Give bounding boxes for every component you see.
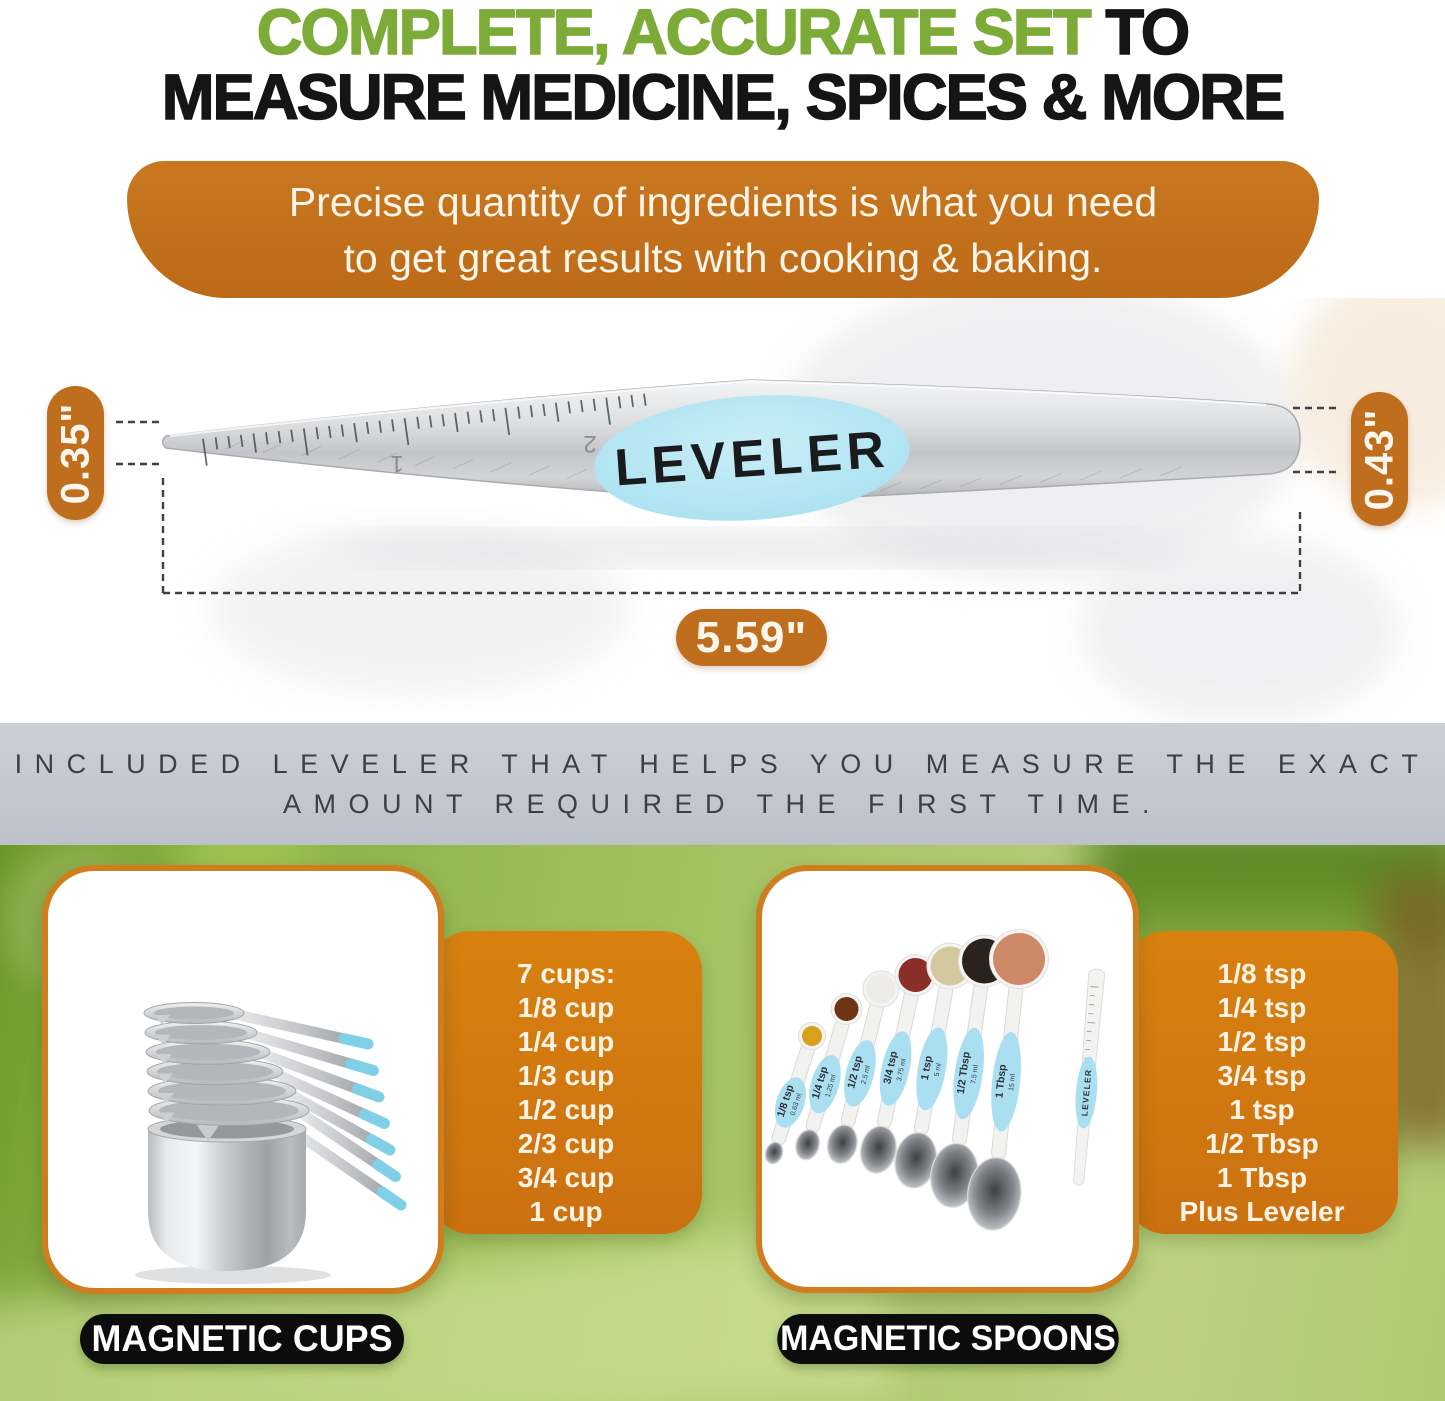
info-band: INCLUDED LEVELER THAT HELPS YOU MEASURE … — [0, 723, 1445, 845]
dimension-label-length: 5.59" — [676, 609, 827, 666]
list-item: 1 Tbsp — [1216, 1162, 1308, 1193]
subtitle-line1: Precise quantity of ingredients is what … — [288, 179, 1158, 225]
spice-fill — [993, 933, 1045, 985]
spice-fill — [898, 958, 933, 992]
ruler-number-1: 1 — [390, 450, 403, 477]
list-item: 1/4 tsp — [1217, 992, 1307, 1023]
leveler-label-oval — [594, 395, 910, 521]
spice-fill — [866, 974, 896, 1004]
spoons-list-panel: 1/8 tsp 1/4 tsp 1/2 tsp 3/4 tsp 1 tsp 1/2 Tbs… — [1126, 931, 1398, 1234]
list-item: 3/4 tsp — [1217, 1060, 1307, 1091]
list-item: 1 cup — [529, 1196, 603, 1227]
background-shadows — [210, 298, 1445, 723]
cups-illustration — [135, 1002, 407, 1284]
cups-card — [42, 865, 444, 1294]
subtitle-line2: to get great results with cooking & baki… — [343, 235, 1103, 281]
headline-line1: COMPLETE, ACCURATE SET TO — [7, 0, 1438, 65]
info-band-line2: AMOUNT REQUIRED THE FIRST TIME. — [282, 789, 1163, 819]
large-cup-body — [148, 1129, 306, 1271]
stacked-cup-rims — [143, 1002, 310, 1126]
page-title: COMPLETE, ACCURATE SET TO MEASURE MEDICI… — [7, 0, 1438, 130]
spice-fill — [802, 1026, 822, 1046]
cups-badge-label: MAGNETIC CUPS — [91, 1318, 393, 1359]
spoon-size-label: 1 tsp — [919, 1055, 935, 1081]
list-item: 1 tsp — [1229, 1094, 1295, 1125]
leveler-top-highlight — [169, 379, 1267, 438]
cup-handles — [228, 1008, 407, 1211]
spice-fill — [834, 997, 859, 1021]
list-item: 1/2 cup — [517, 1094, 615, 1125]
list-item: 3/4 cup — [517, 1162, 615, 1193]
headline-dark-text: TO — [1089, 0, 1191, 68]
mini-leveler: LEVELER — [1073, 968, 1106, 1186]
spoon-size-label: 1/2 Tbsp — [955, 1051, 973, 1095]
dimension-value-left: 0.35" — [53, 402, 98, 504]
spoon-size-label: 1 Tbsp — [993, 1064, 1008, 1099]
large-cup-spout — [194, 1121, 222, 1141]
spoon-ml-label: 5 ml — [934, 1062, 943, 1077]
spoons-badge: MAGNETIC SPOONS — [777, 1314, 1119, 1364]
subtitle-banner: Precise quantity of ingredients is what … — [127, 161, 1319, 298]
spoons-badge-label: MAGNETIC SPOONS — [780, 1319, 1116, 1358]
headline-green-text: COMPLETE, ACCURATE SET — [256, 0, 1092, 68]
dimension-label-left: 0.35" — [47, 386, 104, 520]
list-item: 1/8 cup — [517, 992, 615, 1023]
spoon-ml-label: 7.5 ml — [970, 1064, 980, 1084]
dimension-label-right: 0.43" — [1351, 392, 1408, 526]
dimension-value-right: 0.43" — [1357, 408, 1402, 510]
ruler-ticks — [202, 393, 647, 466]
mini-leveler-label: LEVELER — [1079, 1068, 1093, 1116]
info-band-line1: INCLUDED LEVELER THAT HELPS YOU MEASURE … — [14, 749, 1431, 779]
spoon-ml-label: 2.5 ml — [861, 1064, 873, 1085]
ruler-number-2: 2 — [583, 430, 596, 457]
dimension-value-length: 5.59" — [695, 612, 808, 662]
leveler-label-group: LEVELER — [594, 395, 910, 521]
list-item: 1/4 cup — [517, 1026, 615, 1057]
spoon-ml-label: 15 ml — [1008, 1073, 1017, 1091]
dimension-lines — [116, 406, 1340, 595]
list-item: 1/2 Tbsp — [1205, 1128, 1319, 1159]
list-item: 2/3 cup — [517, 1128, 615, 1159]
headline-line2: MEASURE MEDICINE, SPICES & MORE — [161, 61, 1286, 133]
cup-shadow — [135, 1266, 331, 1284]
measuring-spoon: 1 Tbsp 15 ml — [967, 929, 1049, 1231]
list-item: 1/3 cup — [517, 1060, 615, 1091]
list-item: 7 cups: — [516, 958, 616, 989]
cups-list-panel: 7 cups: 1/8 cup 1/4 cup 1/3 cup 1/2 cup 2/3 c… — [430, 931, 702, 1234]
cups-badge: MAGNETIC CUPS — [80, 1314, 404, 1364]
list-item: Plus Leveler — [1179, 1196, 1345, 1227]
list-item: 1/2 tsp — [1217, 1026, 1307, 1057]
spoon-ml-label: 3.75 ml — [896, 1058, 908, 1082]
list-item: 1/8 tsp — [1217, 958, 1307, 989]
spoons-card: 1/8 tsp 0.63 ml 1/4 tsp 1.25 ml 1/2 tsp 2.5 m… — [756, 865, 1139, 1293]
leveler-tool: 1 2 LEVELER — [161, 379, 1301, 521]
